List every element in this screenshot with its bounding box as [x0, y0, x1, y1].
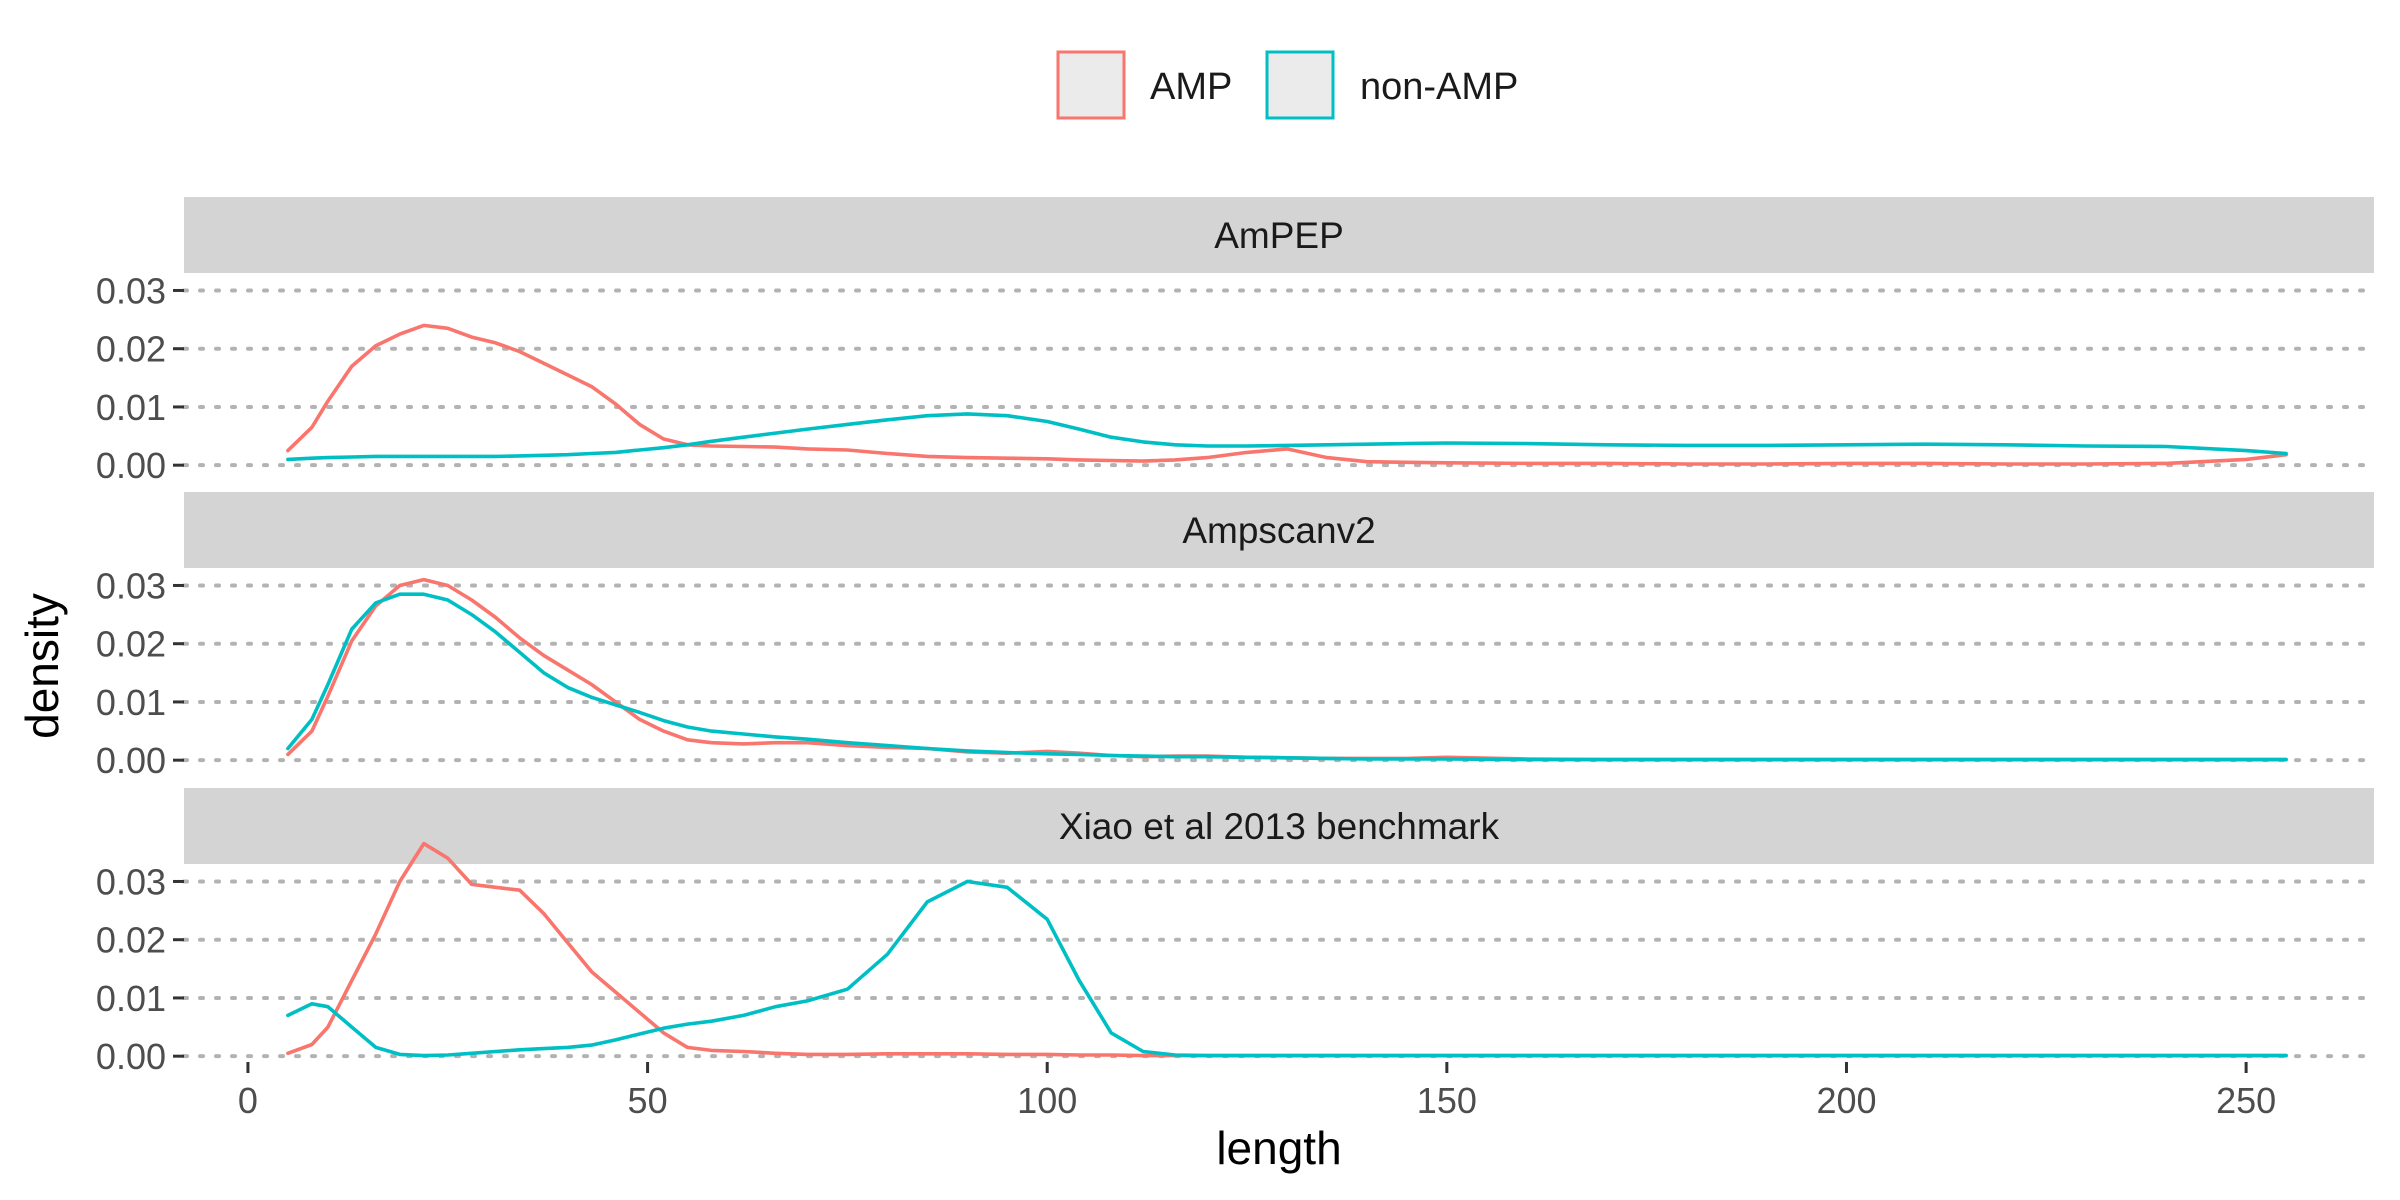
legend-key-amp [1056, 50, 1126, 120]
facet-strip-title: Ampscanv2 [1182, 510, 1375, 551]
facet-strip-ampep: AmPEP [184, 197, 2374, 273]
y-tick-label: 0.02 [96, 624, 166, 665]
y-tick-label: 0.01 [96, 682, 166, 723]
series-line-amp [286, 577, 2288, 762]
facet-strip-background [184, 197, 2374, 273]
y-tick-label: 0.03 [96, 565, 166, 606]
y-tick-label: 0.02 [96, 329, 166, 370]
legend-label-amp: AMP [1150, 66, 1232, 108]
facet-strip-background [184, 492, 2374, 568]
facet-strip-xiao-benchmark: Xiao et al 2013 benchmark [184, 788, 2374, 864]
y-tick-label: 0.01 [96, 387, 166, 428]
legend: AMP non-AMP [1056, 50, 1518, 120]
legend-key-non-amp [1265, 50, 1335, 120]
y-tick-label: 0.00 [96, 1036, 166, 1077]
facet-strip-background [184, 788, 2374, 864]
x-tick-label: 250 [2216, 1080, 2276, 1121]
x-tick-label: 200 [1816, 1080, 1876, 1121]
facet-strip-title: AmPEP [1214, 215, 1344, 256]
series-line-amp [286, 841, 2288, 1058]
y-tick-label: 0.03 [96, 861, 166, 902]
legend-item-amp: AMP [1056, 50, 1232, 120]
x-tick-label: 150 [1417, 1080, 1477, 1121]
y-tick-label: 0.00 [96, 740, 166, 781]
panel-xiao-benchmark: 0.00 0.01 0.02 0.03 [96, 841, 2376, 1077]
x-tick-label: 50 [628, 1080, 668, 1121]
x-axis-title: length [1216, 1122, 1341, 1174]
y-tick-label: 0.02 [96, 920, 166, 961]
facet-strip-ampscanv2: Ampscanv2 [184, 492, 2374, 568]
series-line-non-amp [286, 412, 2288, 462]
y-tick-label: 0.03 [96, 270, 166, 311]
y-axis-title: density [16, 593, 68, 739]
legend-item-non-amp: non-AMP [1265, 50, 1518, 120]
facet-strip-title: Xiao et al 2013 benchmark [1059, 806, 1500, 847]
y-tick-label: 0.01 [96, 978, 166, 1019]
series-line-amp [286, 323, 2288, 466]
panel-ampscanv2: 0.00 0.01 0.02 0.03 [96, 565, 2376, 781]
y-tick-label: 0.00 [96, 445, 166, 486]
x-tick-label: 0 [238, 1080, 258, 1121]
legend-label-non-amp: non-AMP [1360, 66, 1518, 108]
series-line-non-amp [286, 879, 2288, 1058]
series-line-non-amp [286, 592, 2288, 762]
panel-ampep: 0.00 0.01 0.02 0.03 [96, 270, 2376, 486]
x-axis: 0 50 100 150 200 250 [238, 1062, 2276, 1121]
x-tick-label: 100 [1017, 1080, 1077, 1121]
